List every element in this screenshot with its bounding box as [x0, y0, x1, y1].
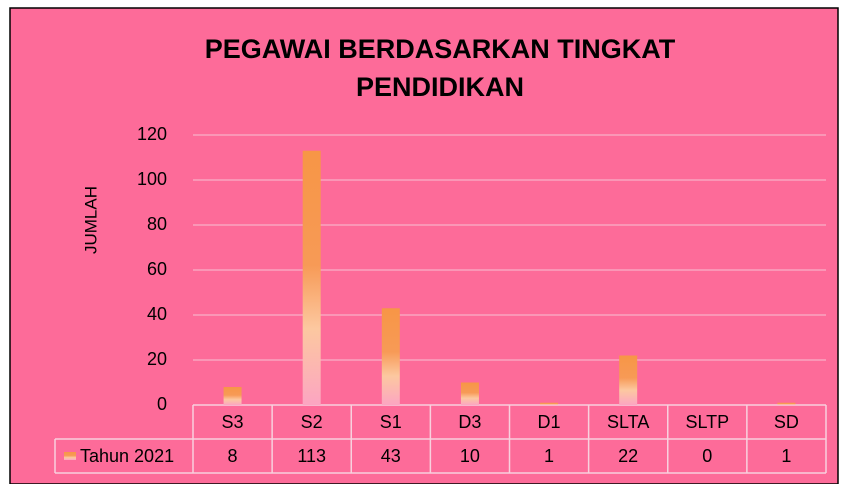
y-tick-label: 20: [147, 349, 167, 369]
y-tick-label: 60: [147, 259, 167, 279]
legend-swatch: [64, 452, 76, 460]
y-tick-label: 40: [147, 304, 167, 324]
table-value: 22: [618, 446, 638, 466]
legend-label: Tahun 2021: [80, 446, 174, 466]
bar: [619, 355, 638, 405]
bar: [540, 402, 559, 405]
x-tick-label: S3: [222, 412, 244, 432]
bar: [302, 150, 321, 405]
table-value: 43: [381, 446, 401, 466]
x-tick-label: D1: [538, 412, 561, 432]
x-tick-label: D3: [458, 412, 481, 432]
table-value: 1: [544, 446, 554, 466]
bar: [381, 308, 400, 405]
x-tick-label: SD: [774, 412, 799, 432]
bar: [777, 402, 796, 405]
table-value: 1: [781, 446, 791, 466]
x-tick-label: SLTP: [685, 412, 729, 432]
y-axis-label: JUMLAH: [81, 186, 100, 254]
bar: [460, 382, 479, 405]
y-tick-label: 120: [137, 124, 167, 144]
table-value: 113: [297, 446, 326, 466]
y-tick-label: 0: [157, 394, 167, 414]
table-value: 0: [702, 446, 712, 466]
bar: [223, 387, 242, 405]
x-tick-label: S1: [380, 412, 402, 432]
table-value: 8: [228, 446, 238, 466]
x-tick-label: SLTA: [607, 412, 649, 432]
chart-title: PEGAWAI BERDASARKAN TINGKAT PENDIDIKAN: [204, 34, 676, 102]
table-value: 10: [460, 446, 480, 466]
y-tick-label: 100: [137, 169, 167, 189]
x-tick-label: S2: [301, 412, 323, 432]
y-tick-label: 80: [147, 214, 167, 234]
